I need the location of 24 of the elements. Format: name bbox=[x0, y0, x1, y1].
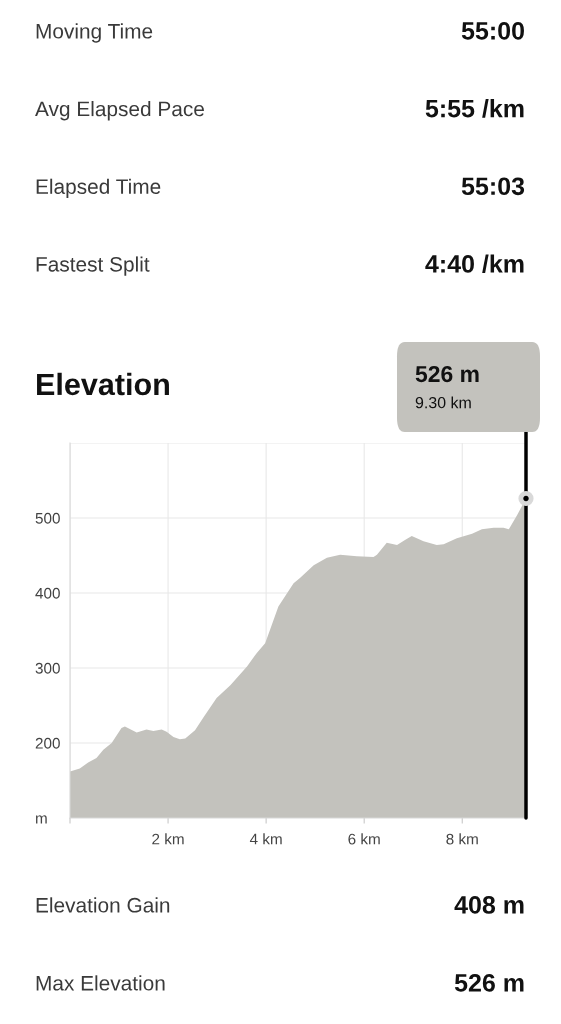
y-tick-label: 200 bbox=[35, 737, 60, 749]
text: 9.30 km bbox=[415, 396, 471, 409]
text: Avg Elapsed Pace bbox=[35, 100, 204, 121]
text: Elapsed Time bbox=[36, 178, 161, 199]
text: Max Elevation bbox=[36, 975, 165, 991]
y-tick-label: 300 bbox=[35, 662, 60, 674]
text: 526 m bbox=[454, 974, 524, 992]
x-tick-label: 8 km bbox=[446, 833, 478, 845]
x-tick-label: 4 km bbox=[249, 833, 282, 845]
y-tick-label: 500 bbox=[35, 512, 60, 524]
text: 55:03 bbox=[461, 177, 525, 196]
text: 408 m bbox=[454, 896, 524, 914]
text: 526 m bbox=[415, 365, 479, 383]
y-tick-label: 400 bbox=[35, 587, 60, 599]
y-tick-label: m bbox=[36, 815, 47, 824]
text: Elevation Gain bbox=[36, 897, 170, 913]
x-tick-label: 6 km bbox=[348, 833, 380, 845]
x-tick-label: 2 km bbox=[152, 833, 184, 845]
text: Fastest Split bbox=[36, 256, 150, 276]
text: 4:40 /km bbox=[425, 254, 524, 274]
text: 55:00 bbox=[461, 22, 524, 40]
text: 5:55 /km bbox=[425, 99, 524, 118]
chart-title: Elevation bbox=[37, 372, 169, 396]
text: Moving Time bbox=[36, 23, 153, 43]
